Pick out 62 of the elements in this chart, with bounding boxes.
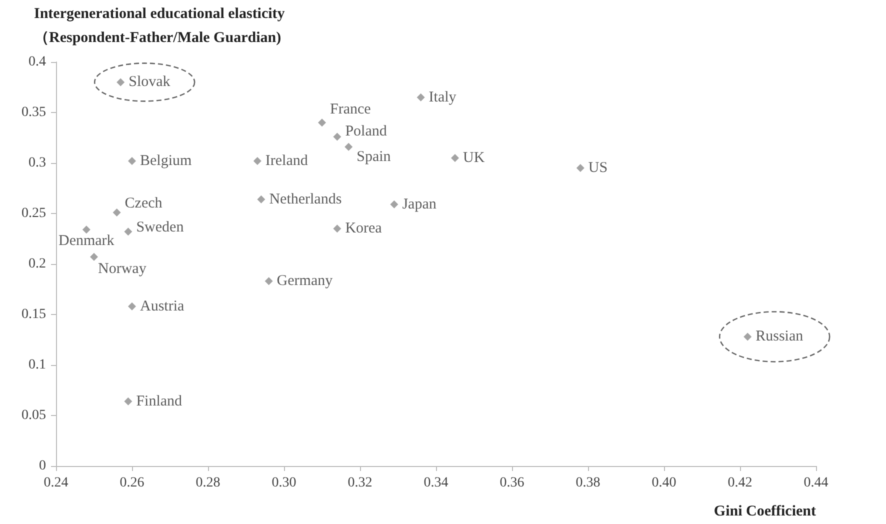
series-label: Korea xyxy=(345,220,382,237)
point xyxy=(744,332,752,341)
y-tick-label: 0.1 xyxy=(28,358,46,372)
series-label: Spain xyxy=(356,148,392,165)
y-axis-title: Intergenerational educational elasticity （Respondent-Father/Male Guardian) xyxy=(34,6,286,46)
series-label: Slovak xyxy=(128,74,171,90)
series-label: Czech xyxy=(124,195,163,212)
point xyxy=(124,397,132,406)
point xyxy=(333,132,342,141)
y-tick-label: 0 xyxy=(39,458,46,474)
point xyxy=(344,142,353,151)
x-tick-label: 0.36 xyxy=(500,476,524,490)
x-tick-label: 0.32 xyxy=(348,476,372,490)
x-tick-label: 0.34 xyxy=(424,476,448,490)
point xyxy=(390,200,398,208)
series-label: Russian xyxy=(756,328,804,345)
y-tick-label: 0.05 xyxy=(22,408,46,423)
series-label: Netherlands xyxy=(269,191,342,208)
y-tick-label: 0.35 xyxy=(22,105,46,120)
series-label: Austria xyxy=(140,298,184,314)
series-label: Ireland xyxy=(265,152,308,169)
x-tick-label: 0.28 xyxy=(196,476,220,490)
point xyxy=(257,195,266,204)
series-label: France xyxy=(330,102,372,118)
series-label: Poland xyxy=(345,124,388,140)
point xyxy=(416,93,425,102)
point xyxy=(264,277,273,286)
point xyxy=(253,156,262,165)
x-tick-label: 0.40 xyxy=(652,476,676,490)
point xyxy=(124,228,132,236)
series-label: US xyxy=(588,160,608,176)
point xyxy=(128,302,136,310)
y-tick-label: 0.4 xyxy=(28,54,46,70)
x-tick-label: 0.42 xyxy=(728,476,752,490)
point xyxy=(128,156,136,165)
x-tick-label: 0.44 xyxy=(804,476,828,490)
point xyxy=(576,164,584,172)
y-tick-label: 0.3 xyxy=(28,156,46,170)
x-tick-label: 0.38 xyxy=(576,476,600,490)
series-label: Italy xyxy=(428,89,457,106)
point xyxy=(451,154,459,162)
point xyxy=(116,78,125,86)
point xyxy=(112,208,121,216)
point xyxy=(82,226,90,234)
series-label: Japan xyxy=(402,196,437,212)
y-tick-label: 0.25 xyxy=(22,206,46,221)
x-tick-label: 0.24 xyxy=(44,476,68,490)
series-label: Finland xyxy=(136,393,183,410)
point xyxy=(90,252,98,261)
x-tick-label: 0.26 xyxy=(120,476,144,490)
y-tick-label: 0.15 xyxy=(22,307,46,322)
point xyxy=(318,118,326,127)
series-label: UK xyxy=(463,150,485,166)
x-tick-label: 0.30 xyxy=(272,476,296,490)
x-axis-title: Gini Coefficient xyxy=(714,504,816,520)
series-label: Sweden xyxy=(136,220,184,236)
y-tick-label: 0.2 xyxy=(28,256,46,272)
series-label: Denmark xyxy=(58,233,115,250)
series-label: Germany xyxy=(276,273,334,290)
point xyxy=(333,224,342,233)
series-label: Belgium xyxy=(140,152,192,169)
series-label: Norway xyxy=(98,260,147,277)
